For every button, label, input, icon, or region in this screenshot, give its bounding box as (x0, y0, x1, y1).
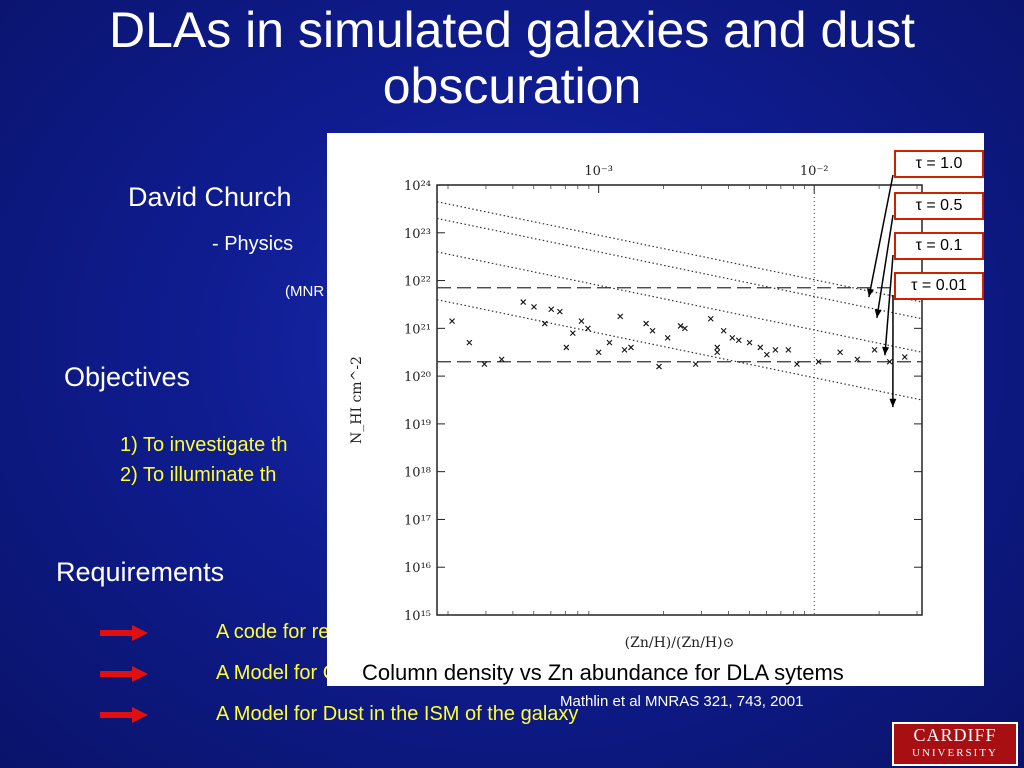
author-name: David Church (128, 182, 292, 212)
data-point (746, 339, 753, 346)
data-point (785, 346, 792, 353)
data-point (757, 344, 764, 351)
tau-label: τ = 1.0 (894, 150, 984, 178)
data-point (606, 339, 613, 346)
data-point (794, 361, 800, 368)
data-point (466, 339, 473, 346)
data-point (481, 361, 488, 368)
arrowhead-icon (889, 398, 897, 408)
data-point (886, 358, 893, 365)
x-tick-label: 10⁻² (800, 164, 829, 179)
data-point (548, 306, 555, 313)
data-point (520, 299, 527, 305)
data-point (901, 354, 908, 360)
data-point (643, 320, 649, 327)
y-tick-label: 10²² (404, 275, 431, 290)
arrowhead-icon (867, 288, 874, 298)
data-point (714, 344, 721, 351)
slide-title: DLAs in simulated galaxies and dust obsc… (108, 2, 915, 114)
data-point (617, 313, 624, 320)
x-tick-label: 10⁻³ (584, 164, 613, 179)
y-tick-label: 10²¹ (404, 322, 431, 337)
requirements-heading: Requirements (56, 557, 225, 587)
pointer-line (876, 214, 894, 318)
affiliation-text: - Physics (212, 233, 294, 255)
y-tick-label: 10²⁰ (404, 370, 431, 385)
y-tick-label: 10¹⁷ (404, 513, 431, 528)
data-point (692, 361, 699, 368)
data-point (681, 325, 688, 332)
data-point (628, 344, 634, 351)
right-arrow-icon (100, 625, 148, 641)
data-point (584, 325, 591, 332)
y-tick-label: 10¹⁶ (404, 561, 431, 576)
data-point (569, 330, 576, 337)
tau-line (436, 201, 923, 303)
data-point (871, 346, 878, 353)
tau-line (436, 299, 923, 401)
objective-item: 1) To investigate th (120, 434, 288, 456)
pointer-line (884, 254, 894, 356)
arrowhead-icon (882, 346, 890, 356)
figure-panel: 10¹⁵ 10¹⁶ 10¹⁷ 10¹⁸ 10¹⁹ 10²⁰ 10²¹ 10²² 10²³ 10²⁴… (327, 133, 984, 686)
data-point (720, 327, 727, 334)
right-arrow-icon (100, 707, 148, 723)
data-point (854, 356, 861, 363)
y-axis-label: N_HI cm^-2 (349, 356, 365, 444)
column-density-chart: 10¹⁵ 10¹⁶ 10¹⁷ 10¹⁸ 10¹⁹ 10²⁰ 10²¹ 10²² 10²³ 10²⁴… (349, 164, 923, 651)
figure-citation: Mathlin et al MNRAS 321, 743, 2001 (560, 693, 804, 710)
data-point (649, 327, 656, 334)
data-point (763, 351, 770, 358)
objectives-heading: Objectives (64, 362, 191, 392)
data-point (621, 346, 628, 353)
plot-frame (436, 184, 923, 616)
data-point (677, 323, 684, 329)
data-point (449, 318, 455, 325)
y-tick-label: 10¹⁵ (404, 609, 431, 624)
data-point (707, 315, 714, 322)
data-point (556, 308, 563, 315)
tau-label: τ = 0.1 (894, 232, 984, 260)
data-point (541, 320, 548, 327)
data-point (837, 349, 843, 356)
figure-caption: Column density vs Zn abundance for DLA s… (362, 660, 844, 685)
y-tick-label: 10²⁴ (404, 179, 431, 194)
tau-line (436, 217, 923, 320)
cardiff-university-logo: CARDIFF UNIVERSITY (892, 722, 1018, 766)
pointer-line (868, 174, 894, 298)
data-point (531, 303, 537, 310)
requirement-item: A Model for Dust in the ISM of the galax… (216, 703, 579, 725)
tau-line (436, 251, 923, 353)
data-point (772, 346, 779, 353)
y-tick-label: 10¹⁸ (404, 466, 431, 481)
data-point (664, 334, 671, 341)
y-tick-label: 10¹⁹ (404, 418, 431, 433)
data-point (578, 318, 585, 325)
data-point (563, 344, 570, 351)
data-point (656, 363, 662, 370)
arrowhead-icon (874, 309, 882, 318)
data-point (729, 334, 736, 341)
data-point (595, 349, 602, 356)
data-point (735, 337, 742, 344)
x-axis-label: (Zn/H)/(Zn/H)⊙ (625, 635, 735, 651)
right-arrow-icon (100, 666, 148, 682)
tau-label: τ = 0.01 (894, 272, 984, 300)
y-tick-label: 10²³ (404, 227, 431, 242)
data-point (815, 358, 822, 365)
tau-label: τ = 0.5 (894, 192, 984, 220)
journal-reference-fragment: (MNR (285, 283, 325, 300)
data-point (714, 349, 721, 356)
data-point (498, 356, 505, 363)
objective-item: 2) To illuminate th (120, 464, 277, 486)
